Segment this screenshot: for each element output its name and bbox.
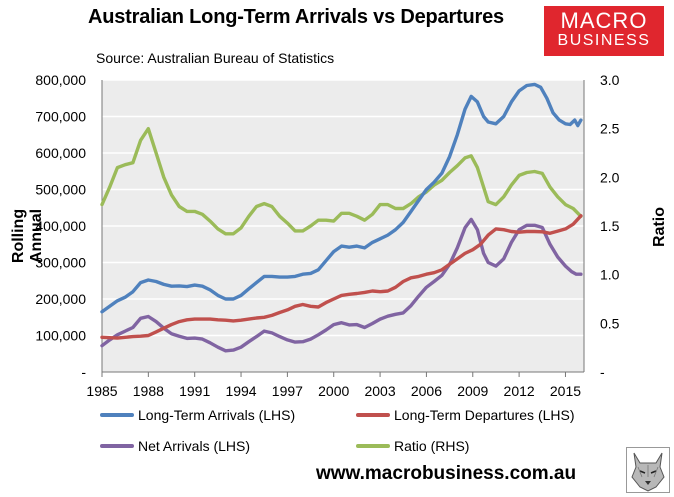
y-tick-right-label: 2.5 (600, 121, 620, 137)
legend-swatch-departures (356, 413, 390, 417)
legend-label-ratio: Ratio (RHS) (394, 438, 470, 454)
x-tick-label: 1994 (225, 383, 256, 399)
x-tick-label: 2003 (364, 383, 395, 399)
y-tick-right-label: 3.0 (600, 72, 620, 88)
y-tick-right-label: 1.5 (600, 218, 620, 234)
y-tick-right-label: 0.5 (600, 315, 620, 331)
x-tick-label: 2006 (411, 383, 442, 399)
x-tick-label: 1997 (272, 383, 303, 399)
chart-subtitle: Source: Australian Bureau of Statistics (96, 50, 335, 66)
legend-item-ratio: Ratio (RHS) (356, 438, 469, 454)
legend-swatch-net (100, 444, 134, 448)
series-line-net (100, 217, 583, 353)
y-tick-left-label: 500,000 (35, 182, 86, 198)
legend-label-departures: Long-Term Departures (LHS) (394, 407, 575, 423)
y-tick-left-label: - (81, 364, 86, 380)
series-line-arrivals (100, 82, 583, 314)
logo-line-1: MACRO (560, 8, 648, 33)
x-tick-label: 2009 (457, 383, 488, 399)
x-tick-label: 1988 (133, 383, 164, 399)
legend-swatch-ratio (356, 444, 390, 448)
y-tick-right-label: - (600, 364, 605, 380)
y-tick-left-label: 200,000 (35, 291, 86, 307)
series-line-ratio (100, 126, 583, 236)
y-tick-right-label: 1.0 (600, 267, 620, 283)
x-tick-label: 2000 (318, 383, 349, 399)
website-url: www.macrobusiness.com.au (316, 463, 577, 484)
x-tick-label: 1985 (86, 383, 117, 399)
legend-label-net: Net Arrivals (LHS) (138, 438, 251, 454)
chart-title: Australian Long-Term Arrivals vs Departu… (88, 6, 504, 28)
y-tick-left-label: 100,000 (35, 328, 86, 344)
y-tick-left-label: 400,000 (35, 218, 86, 234)
x-tick-label: 2015 (550, 383, 581, 399)
legend-item-departures: Long-Term Departures (LHS) (356, 407, 575, 423)
legend-swatch-arrivals (100, 413, 134, 417)
y-tick-left-label: 800,000 (35, 72, 86, 88)
logo-line-2: BUSINESS (557, 32, 651, 49)
y-tick-left-label: 300,000 (35, 255, 86, 271)
wolf-logo-icon (626, 447, 670, 493)
y-tick-right-label: 2.0 (600, 169, 620, 185)
legend-label-arrivals: Long-Term Arrivals (LHS) (138, 407, 296, 423)
y-tick-left-label: 700,000 (35, 109, 86, 125)
series-line-departures (100, 214, 583, 340)
x-tick-label: 1991 (179, 383, 210, 399)
x-tick-label: 2012 (504, 383, 535, 399)
macrobusiness-logo: MACRO BUSINESS (544, 6, 664, 56)
legend-item-arrivals: Long-Term Arrivals (LHS) (100, 407, 295, 423)
legend-item-net: Net Arrivals (LHS) (100, 438, 250, 454)
y-tick-left-label: 600,000 (35, 145, 86, 161)
